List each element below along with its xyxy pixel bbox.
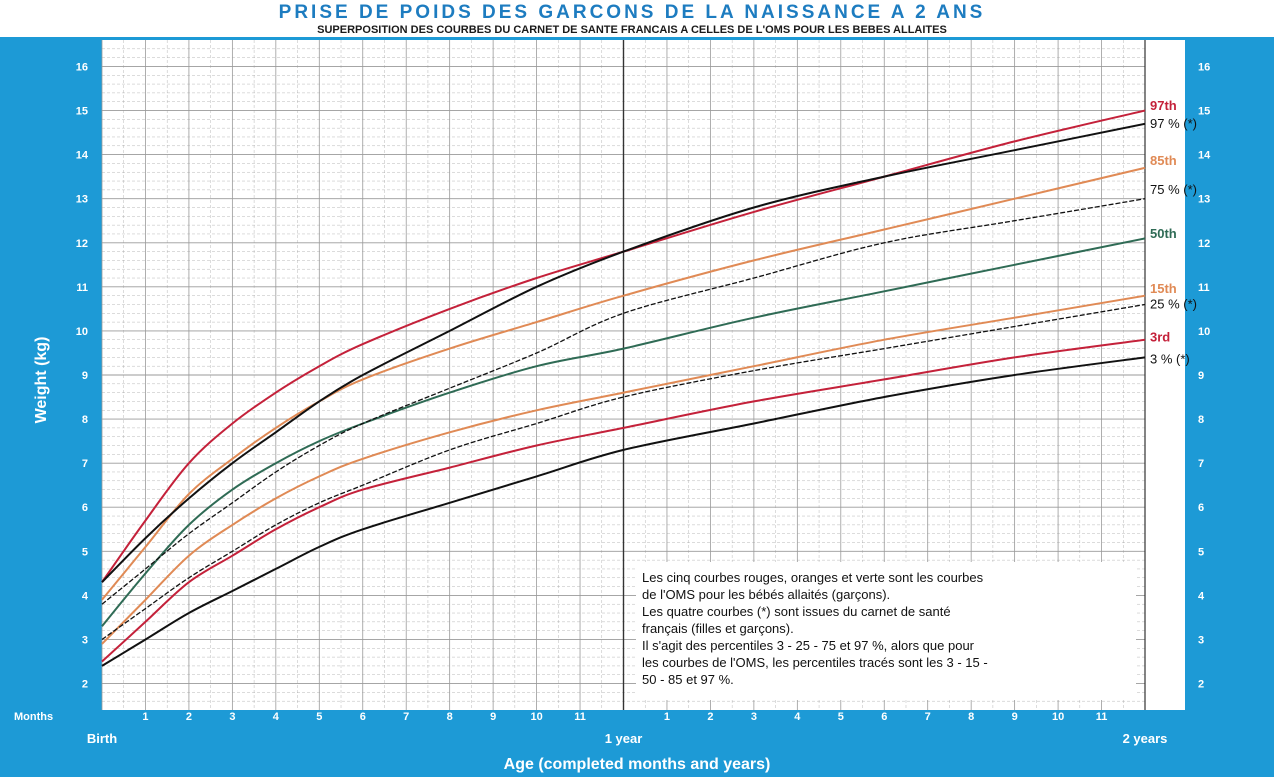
note-line: français (filles et garçons). <box>642 621 794 636</box>
x-tick-label: 4 <box>273 711 280 723</box>
x-tick-label: 10 <box>1052 711 1064 723</box>
y-tick-label: 3 <box>1198 634 1204 646</box>
y-tick-label: 8 <box>1198 414 1204 426</box>
y-tick-label: 10 <box>76 326 88 338</box>
x-major-label: 2 years <box>1123 731 1168 746</box>
x-tick-label: 8 <box>968 711 974 723</box>
y-tick-label: 12 <box>76 238 88 250</box>
x-tick-label: 7 <box>925 711 931 723</box>
chart-title: PRISE DE POIDS DES GARCONS DE LA NAISSAN… <box>279 2 986 23</box>
curve-label: 3 % (*) <box>1150 352 1190 367</box>
curve-label: 25 % (*) <box>1150 296 1197 311</box>
series-line <box>101 166 1146 601</box>
series-line <box>101 198 1146 605</box>
chart-subtitle: SUPERPOSITION DES COURBES DU CARNET DE S… <box>317 24 947 36</box>
series-line <box>101 303 1146 641</box>
x-axis-label: Age (completed months and years) <box>504 756 771 773</box>
y-tick-label: 4 <box>82 590 89 602</box>
curve-label: 3rd <box>1150 330 1170 345</box>
curve-label: 15th <box>1150 281 1177 296</box>
curve-label: 85th <box>1150 153 1177 168</box>
x-tick-label: 3 <box>751 711 757 723</box>
x-tick-label: 6 <box>360 711 366 723</box>
series-line <box>101 338 1146 663</box>
y-tick-label: 2 <box>1198 679 1204 691</box>
x-tick-label: 11 <box>1096 711 1108 723</box>
y-tick-label: 6 <box>1198 502 1204 514</box>
series-line <box>101 122 1146 583</box>
y-tick-label: 15 <box>1198 106 1210 118</box>
y-axis-label: Weight (kg) <box>33 337 50 424</box>
note-line: Les cinq courbes rouges, oranges et vert… <box>642 570 984 585</box>
x-tick-label: 9 <box>490 711 496 723</box>
curve-label: 50th <box>1150 226 1177 241</box>
y-tick-label: 3 <box>82 634 88 646</box>
y-tick-label: 10 <box>1198 326 1210 338</box>
x-major-label: Birth <box>87 731 117 746</box>
y-tick-label: 14 <box>1198 150 1211 162</box>
y-tick-label: 9 <box>1198 370 1204 382</box>
note-line: 50 - 85 et 97 %. <box>642 672 734 687</box>
y-tick-label: 6 <box>82 502 88 514</box>
y-tick-label: 11 <box>76 282 88 294</box>
series-line <box>101 237 1146 627</box>
series-line <box>101 294 1146 645</box>
series-group <box>101 109 1146 667</box>
y-tick-label: 8 <box>82 414 88 426</box>
x-tick-label: 9 <box>1012 711 1018 723</box>
right-label-band <box>1145 40 1185 710</box>
y-tick-label: 4 <box>1198 590 1205 602</box>
curve-label: 75 % (*) <box>1150 182 1197 197</box>
note-background <box>636 562 1136 700</box>
note-line: Il s'agit des percentiles 3 - 25 - 75 et… <box>642 638 975 653</box>
y-tick-label: 16 <box>1198 61 1210 73</box>
x-tick-label: 5 <box>838 711 844 723</box>
y-ticks-left: 2 3 4 5 6 7 8 9 10 11 12 13 14 15 16 <box>76 61 89 690</box>
x-tick-label: 4 <box>794 711 801 723</box>
x-tick-label: 3 <box>229 711 235 723</box>
grid <box>101 40 1185 710</box>
x-tick-label: 6 <box>881 711 887 723</box>
title-band <box>0 0 1274 37</box>
note-line: de l'OMS pour les bébés allaités (garçon… <box>642 587 890 602</box>
y-tick-label: 13 <box>76 194 88 206</box>
y-tick-label: 13 <box>1198 194 1210 206</box>
curve-label: 97 % (*) <box>1150 116 1197 131</box>
x-tick-label: 10 <box>530 711 542 723</box>
x-tick-label: 11 <box>574 711 586 723</box>
y-tick-label: 7 <box>82 458 88 470</box>
note-line: Les quatre courbes (*) sont issues du ca… <box>642 604 951 619</box>
y-tick-label: 12 <box>1198 238 1210 250</box>
x-major-label: 1 year <box>605 731 643 746</box>
y-tick-label: 7 <box>1198 458 1204 470</box>
series-line <box>101 356 1146 667</box>
x-tick-label: 1 <box>664 711 670 723</box>
x-tick-label: 5 <box>316 711 322 723</box>
x-tick-label: 7 <box>403 711 409 723</box>
y-tick-label: 9 <box>82 370 88 382</box>
months-label: Months <box>14 711 53 723</box>
curve-label: 97th <box>1150 98 1177 113</box>
y-tick-label: 2 <box>82 679 88 691</box>
x-tick-label: 8 <box>447 711 453 723</box>
y-tick-label: 15 <box>76 106 88 118</box>
y-tick-label: 5 <box>82 546 88 558</box>
x-tick-label: 2 <box>186 711 192 723</box>
y-ticks-right: 2 3 4 5 6 7 8 9 10 11 12 13 14 15 16 <box>1198 61 1211 690</box>
note-line: les courbes de l'OMS, les percentiles tr… <box>642 655 988 670</box>
explanatory-note: Les cinq courbes rouges, oranges et vert… <box>636 562 1136 700</box>
y-tick-label: 5 <box>1198 546 1204 558</box>
y-tick-label: 14 <box>76 150 89 162</box>
y-tick-label: 16 <box>76 61 88 73</box>
y-tick-label: 11 <box>1198 282 1210 294</box>
x-tick-label: 2 <box>707 711 713 723</box>
x-tick-label: 1 <box>142 711 148 723</box>
